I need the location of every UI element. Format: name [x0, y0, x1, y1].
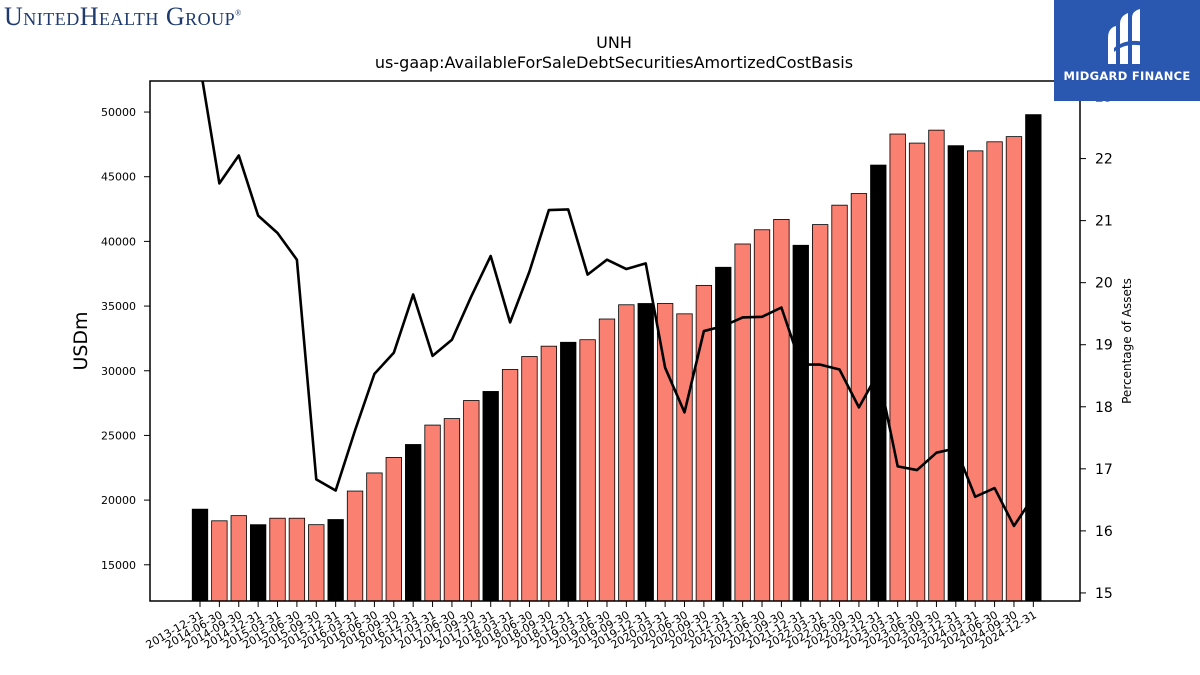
y2-tick-label-16: 16 — [1095, 524, 1113, 540]
company-logo-text: UnitedHealth Group — [4, 2, 236, 31]
y-tick-label-50000: 50000 — [101, 106, 136, 119]
y-tick-label-35000: 35000 — [101, 300, 136, 313]
bar-2019-06-30 — [598, 318, 616, 602]
bar-2015-09-30 — [308, 524, 325, 602]
bar-2013-12-31 — [191, 508, 209, 602]
bar-2016-03-31 — [346, 490, 364, 602]
bar-2015-12-31 — [327, 519, 344, 602]
y-tick-label-25000: 25000 — [101, 429, 136, 442]
y-tick-label-20000: 20000 — [101, 494, 136, 507]
y-axis-right: 151617181920212223 — [1080, 90, 1113, 602]
y-tick-label-45000: 45000 — [101, 171, 136, 184]
bar-2023-06-30 — [908, 142, 926, 602]
bar-2018-06-30 — [521, 356, 538, 602]
bar-2019-12-31 — [637, 303, 654, 602]
bar-2017-12-31 — [482, 391, 499, 602]
bar-2020-03-31 — [656, 303, 674, 602]
watermark-text: MIDGARD FINANCE — [1063, 69, 1191, 83]
bar-2017-03-31 — [424, 424, 441, 602]
y2-tick-label-19: 19 — [1095, 338, 1113, 354]
bar-2016-06-30 — [366, 472, 383, 602]
y-tick-label-30000: 30000 — [101, 365, 136, 378]
bar-2015-06-30 — [288, 517, 306, 602]
chart-title: UNH — [596, 33, 632, 52]
bar-2016-12-31 — [405, 444, 422, 602]
bar-2023-03-31 — [889, 133, 906, 602]
y2-tick-label-22: 22 — [1095, 152, 1113, 168]
y2-tick-label-18: 18 — [1095, 400, 1113, 416]
y2-tick-label-20: 20 — [1095, 276, 1113, 292]
bar-2020-06-30 — [676, 313, 693, 602]
y2-tick-label-15: 15 — [1095, 586, 1113, 602]
bar-2018-09-30 — [540, 345, 557, 602]
percentage-of-assets-line — [201, 81, 1035, 528]
bar-2015-03-31 — [269, 517, 286, 602]
bar-2024-03-31 — [967, 150, 984, 602]
bar-2023-12-31 — [947, 145, 964, 602]
bar-2023-09-30 — [928, 129, 945, 602]
unitedhealth-group-logo: UnitedHealth Group® — [4, 2, 242, 32]
x-axis: 2013-12-312014-06-302014-09-302014-12-31… — [144, 601, 1039, 652]
bar-2021-12-31 — [792, 244, 809, 602]
bar-2019-03-31 — [579, 339, 596, 602]
bar-2024-06-30 — [986, 141, 1003, 602]
bar-2020-12-31 — [715, 266, 732, 602]
y2-tick-label-21: 21 — [1095, 214, 1113, 230]
bar-2018-03-31 — [501, 369, 519, 602]
y-axis-left: 15000 20000 25000 30000 35000 40000 45000 50000 — [101, 106, 150, 572]
bar-2014-09-30 — [230, 515, 247, 602]
bar-2022-03-31 — [812, 224, 829, 602]
bar-2021-06-30 — [753, 229, 771, 602]
line-layer — [201, 81, 1035, 528]
plot-frame — [149, 80, 1081, 602]
bar-2021-03-31 — [734, 243, 751, 602]
bar-2024-09-30 — [1005, 136, 1023, 602]
chart-subtitle: us-gaap:AvailableForSaleDebtSecuritiesAm… — [375, 53, 853, 72]
bar-2021-09-30 — [773, 219, 790, 602]
bars-layer — [191, 114, 1042, 602]
bar-2017-09-30 — [463, 400, 480, 602]
y2-axis-label: Percentage of Assets — [1120, 278, 1134, 404]
midgard-finance-logo: MIDGARD FINANCE — [1054, 0, 1200, 101]
bar-2014-06-30 — [211, 520, 228, 602]
midgard-logo-icon — [1108, 9, 1144, 64]
bar-2019-09-30 — [618, 304, 635, 602]
bar-2016-09-30 — [385, 457, 402, 602]
bar-2017-06-30 — [443, 418, 461, 602]
bar-2018-12-31 — [560, 341, 577, 602]
bar-2024-12-31 — [1025, 114, 1042, 602]
y-tick-label-15000: 15000 — [101, 559, 136, 572]
bar-2022-06-30 — [831, 204, 848, 602]
registered-mark: ® — [235, 8, 242, 18]
bar-2014-12-31 — [249, 524, 267, 602]
y2-tick-label-17: 17 — [1095, 462, 1113, 478]
y-axis-label: USDm — [70, 311, 92, 370]
y-tick-label-40000: 40000 — [101, 235, 136, 248]
